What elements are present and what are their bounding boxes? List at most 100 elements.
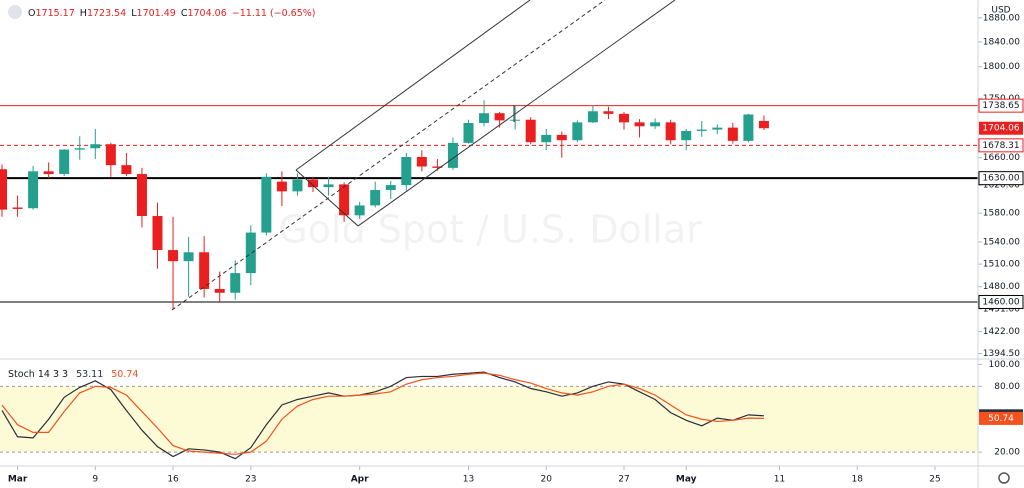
candle-body — [276, 181, 287, 192]
candle-body — [0, 169, 7, 210]
stoch-band — [0, 386, 978, 453]
level-label: 1738.65 — [982, 101, 1019, 111]
candle-body — [712, 127, 723, 130]
candle-body — [619, 113, 629, 123]
candle-body — [541, 134, 552, 143]
y-tick-label: 1480.00 — [983, 282, 1020, 292]
level-label: 1630.00 — [982, 174, 1019, 184]
y-tick-label: 100.00 — [989, 360, 1021, 370]
channel-drawing — [171, 0, 676, 311]
y-tick-label: 1840.00 — [983, 37, 1020, 47]
y-tick-label: 1580.00 — [983, 209, 1020, 219]
candle-body — [245, 232, 256, 274]
channel-line — [357, 0, 676, 227]
settings-icon[interactable] — [998, 472, 1010, 484]
x-tick-label: 23 — [245, 475, 256, 485]
candle-body — [43, 171, 54, 175]
candle-body — [743, 114, 754, 141]
candle-body — [230, 273, 241, 293]
y-tick-label: 1800.00 — [983, 62, 1020, 72]
candle-body — [74, 148, 85, 150]
stoch-value-label-box — [979, 411, 1023, 425]
x-tick-label: May — [676, 475, 697, 485]
ohlc-letter: H — [80, 8, 87, 19]
candle-body — [665, 122, 676, 141]
symbol-icon[interactable] — [8, 5, 22, 19]
stoch-line — [1, 372, 764, 455]
candle-body — [572, 122, 583, 141]
x-tick-label: 27 — [618, 475, 629, 485]
candle-body — [510, 119, 521, 121]
candle-body — [525, 119, 536, 143]
x-tick-label: Apr — [351, 475, 369, 485]
stoch-legend-value: 50.74 — [111, 369, 138, 380]
candle-body — [183, 252, 194, 262]
candle-body — [214, 288, 225, 293]
stoch-legend-value: 53.11 — [76, 369, 103, 380]
ohlc-value: 1701.49 — [137, 8, 176, 19]
candle-body — [587, 111, 598, 123]
x-tick-label: 25 — [929, 475, 940, 485]
candle-body — [494, 113, 505, 121]
stoch-line — [1, 371, 764, 460]
channel-midline — [171, 0, 606, 311]
channel-line — [295, 0, 531, 171]
ohlc-legend: O1715.17 H1723.54 L1701.49 C1704.06 −11.11 (… — [28, 8, 316, 19]
x-tick-label: 13 — [463, 475, 474, 485]
ohlc-value: 1704.06 — [187, 8, 226, 19]
ohlc-letter: O — [28, 8, 35, 19]
ohlc-value: 1723.54 — [87, 8, 126, 19]
y-tick-label: 1394.50 — [983, 349, 1020, 359]
y-tick-label: 1620.00 — [983, 181, 1020, 191]
candle-body — [479, 113, 490, 124]
candle-body — [105, 144, 116, 166]
ohlc-letter: C — [181, 8, 188, 19]
y-tick-label: 80.00 — [994, 382, 1020, 392]
channel-line — [295, 169, 359, 227]
x-tick-label: 18 — [852, 475, 864, 485]
level-label: 1678.31 — [982, 141, 1019, 151]
x-tick-label: Mar — [8, 475, 28, 485]
candle-body — [152, 216, 163, 251]
candle-body — [323, 184, 334, 188]
candle-body — [385, 185, 396, 190]
plot-layer: Gold Spot / U.S. Dollar1394.501422.00145… — [0, 8, 1024, 485]
candle-body — [261, 176, 272, 233]
candle-body — [603, 111, 614, 114]
stoch-value-label: 50.74 — [988, 414, 1014, 424]
level-label-box — [978, 138, 1024, 153]
candle-body — [199, 252, 210, 289]
candle-body — [447, 142, 458, 168]
y-tick-label: 1880.00 — [983, 13, 1020, 23]
candle-body — [634, 122, 645, 127]
candle-body — [556, 134, 567, 141]
candle-body — [292, 179, 303, 192]
candle-body — [308, 179, 318, 188]
ohlc-value: 1715.17 — [35, 8, 74, 19]
stoch-legend: Stoch 14 3 3 53.11 50.74 — [8, 369, 138, 380]
y-tick-label: 1510.00 — [983, 260, 1020, 270]
level-label: 1460.00 — [982, 297, 1019, 307]
x-tick-label: 11 — [774, 475, 785, 485]
candle-body — [339, 184, 350, 216]
last-price-label: 1704.06 — [982, 124, 1019, 134]
candle-body — [463, 123, 474, 143]
y-tick-label: 1540.00 — [983, 238, 1020, 248]
level-label-box — [978, 98, 1024, 113]
last-price-label-box — [979, 121, 1023, 135]
candle-body — [416, 156, 427, 167]
candle-body — [121, 165, 132, 175]
candle-body — [432, 166, 443, 168]
stoch-title: Stoch 14 3 3 — [8, 369, 68, 380]
ohlc-letter: L — [131, 8, 137, 19]
candle-body — [758, 120, 769, 129]
currency-label: USD — [991, 6, 1010, 16]
level-label-box — [978, 171, 1024, 186]
y-tick-label: 1422.00 — [983, 327, 1020, 337]
x-tick-label: 20 — [541, 475, 553, 485]
candle-body — [59, 149, 70, 175]
ohlc-change: −11.11 (−0.65%) — [232, 8, 316, 19]
y-tick-label: 1660.00 — [983, 153, 1020, 163]
candle-body — [136, 174, 147, 217]
